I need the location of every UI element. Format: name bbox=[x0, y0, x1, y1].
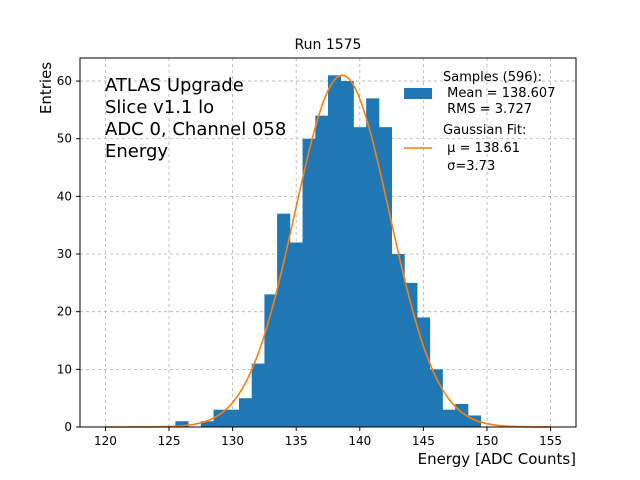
x-tick-label: 135 bbox=[285, 434, 308, 448]
y-axis: 0 10 20 30 40 50 60 bbox=[57, 74, 80, 434]
annotation-line: Slice v1.1 lo bbox=[105, 97, 214, 118]
histogram-bar bbox=[251, 363, 265, 427]
legend-samples-rms: RMS = 3.727 bbox=[443, 102, 532, 117]
annotation-line: ADC 0, Channel 058 bbox=[105, 119, 286, 140]
histogram-bar bbox=[417, 317, 431, 427]
histogram-bar bbox=[289, 242, 303, 427]
histogram-bar bbox=[353, 127, 367, 427]
histogram-bar bbox=[315, 115, 329, 427]
x-tick-label: 150 bbox=[476, 434, 499, 448]
legend-samples-mean: Mean = 138.607 bbox=[443, 86, 555, 101]
histogram-bar bbox=[340, 81, 354, 427]
histogram-bar bbox=[264, 294, 278, 427]
legend-fit-title: Gaussian Fit: bbox=[443, 123, 526, 138]
legend-fit-sigma: σ=3.73 bbox=[443, 159, 495, 174]
histogram-bar bbox=[328, 75, 342, 427]
gaussian-fit bbox=[105, 74, 551, 428]
histogram-bar bbox=[404, 282, 418, 427]
x-tick-label: 145 bbox=[412, 434, 435, 448]
y-tick-label: 40 bbox=[57, 189, 72, 203]
annotation-line: Energy bbox=[105, 141, 168, 162]
histogram-bar bbox=[467, 415, 482, 427]
legend-samples-swatch bbox=[404, 88, 432, 99]
y-tick-label: 50 bbox=[57, 132, 72, 146]
histogram-bar bbox=[200, 421, 214, 427]
legend: Samples (596): Mean = 138.607 RMS = 3.72… bbox=[404, 70, 555, 174]
histogram-bar bbox=[391, 254, 405, 427]
y-tick-label: 20 bbox=[57, 305, 72, 319]
y-axis-label: Entries bbox=[37, 62, 55, 114]
y-tick-label: 10 bbox=[57, 362, 72, 376]
histogram-bar bbox=[175, 421, 189, 427]
x-tick-label: 125 bbox=[158, 434, 181, 448]
x-tick-label: 140 bbox=[348, 434, 371, 448]
histogram-bar bbox=[238, 398, 253, 427]
histogram-bar bbox=[277, 213, 291, 427]
y-tick-label: 30 bbox=[57, 247, 72, 261]
chart-title: Run 1575 bbox=[295, 37, 362, 53]
histogram-bar bbox=[442, 409, 456, 427]
legend-samples-title: Samples (596): bbox=[443, 70, 542, 85]
histogram-bar bbox=[366, 98, 380, 427]
x-axis-label: Energy [ADC Counts] bbox=[418, 450, 576, 468]
plot-annotation: ATLAS Upgrade Slice v1.1 lo ADC 0, Chann… bbox=[105, 75, 286, 162]
fit-curve bbox=[105, 74, 551, 428]
y-tick-label: 0 bbox=[64, 420, 72, 434]
histogram-bar bbox=[213, 409, 227, 427]
legend-fit-mu: μ = 138.61 bbox=[443, 141, 520, 156]
histogram-bar bbox=[378, 127, 392, 427]
histogram-bar bbox=[302, 138, 316, 427]
x-tick-label: 120 bbox=[94, 434, 117, 448]
histogram-bars bbox=[175, 75, 482, 427]
y-tick-label: 60 bbox=[57, 74, 72, 88]
x-tick-label: 155 bbox=[539, 434, 562, 448]
histogram-bar bbox=[226, 409, 240, 427]
x-tick-label: 130 bbox=[221, 434, 244, 448]
annotation-line: ATLAS Upgrade bbox=[105, 75, 244, 96]
x-axis: 120 125 130 135 140 145 150 155 bbox=[94, 427, 562, 448]
plot-frame bbox=[79, 57, 577, 428]
